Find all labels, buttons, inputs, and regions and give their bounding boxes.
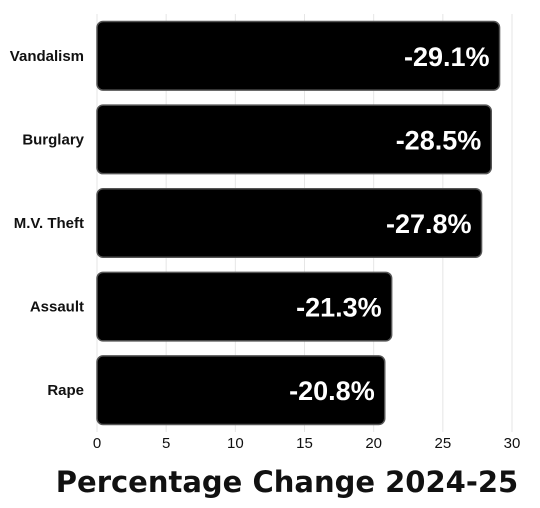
x-tick-label: 25	[434, 435, 451, 452]
x-axis-title: Percentage Change 2024-25	[56, 465, 518, 499]
x-tick-label: 10	[227, 435, 244, 452]
data-label: -27.8%	[386, 209, 472, 239]
data-label: -28.5%	[396, 125, 482, 155]
x-tick-label: 20	[365, 435, 382, 452]
x-tick-label: 5	[162, 435, 170, 452]
bars	[96, 20, 501, 426]
x-tick-label: 15	[296, 435, 313, 452]
category-label: Vandalism	[10, 48, 84, 65]
bar	[96, 187, 483, 259]
bar	[96, 104, 492, 175]
bar	[96, 20, 501, 91]
category-label: M.V. Theft	[14, 215, 84, 232]
x-tick-label: 30	[504, 435, 521, 452]
data-label: -21.3%	[296, 293, 382, 323]
category-label: Burglary	[22, 131, 84, 148]
x-tick-label: 0	[93, 435, 101, 452]
data-label: -29.1%	[404, 42, 490, 72]
x-axis-ticks: 0 5 10 15 20 25 30	[93, 435, 521, 452]
value-labels: -29.1% -28.5% -27.8% -21.3% -20.8%	[289, 42, 489, 406]
category-labels: Vandalism Burglary M.V. Theft Assault Rape	[10, 48, 85, 399]
category-label: Rape	[47, 382, 84, 399]
bar	[96, 271, 393, 342]
data-label: -20.8%	[289, 376, 375, 406]
category-label: Assault	[30, 299, 84, 316]
bar	[96, 355, 386, 426]
